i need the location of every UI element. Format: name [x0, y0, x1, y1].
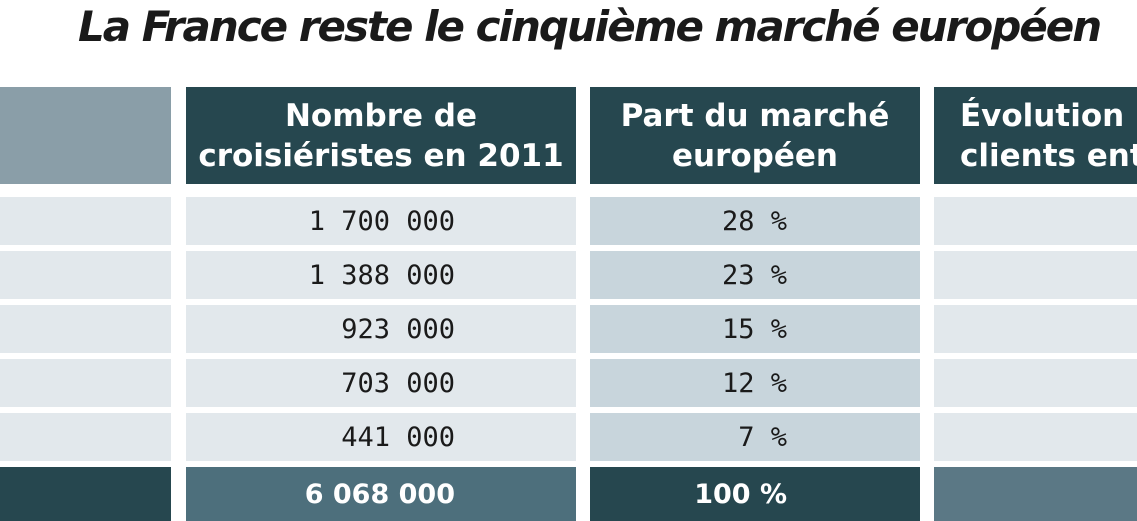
header-cell-2: Part du marché européen — [590, 87, 920, 184]
share-cell: 7 % — [590, 413, 920, 461]
passengers-value: 1 700 000 — [308, 205, 455, 237]
total-passengers-cell: 6 068 000 — [186, 467, 576, 521]
passengers-cell: 1 700 000 — [186, 197, 576, 245]
evolution-cell — [934, 359, 1137, 407]
row-label-cell — [0, 413, 171, 461]
total-passengers-value: 6 068 000 — [304, 478, 455, 510]
row-label-cell — [0, 305, 171, 353]
header-line: Évolution — [960, 97, 1125, 134]
row-label-cell — [0, 251, 171, 299]
passengers-value: 703 000 — [341, 367, 455, 399]
evolution-cell — [934, 197, 1137, 245]
row-label-cell — [0, 359, 171, 407]
passengers-cell: 703 000 — [186, 359, 576, 407]
header-line: clients ent — [960, 137, 1137, 174]
share-cell: 12 % — [590, 359, 920, 407]
passengers-value: 441 000 — [341, 421, 455, 453]
row-label-cell — [0, 197, 171, 245]
total-evolution-cell — [934, 467, 1137, 521]
header-line: Part du marché — [620, 97, 890, 134]
header-cell-3: Évolution clients ent — [934, 87, 1137, 184]
passengers-cell: 441 000 — [186, 413, 576, 461]
passengers-cell: 923 000 — [186, 305, 576, 353]
total-share-cell: 100 % — [590, 467, 920, 521]
header-line: Nombre de — [284, 97, 478, 134]
total-label-cell — [0, 467, 171, 521]
share-cell: 15 % — [590, 305, 920, 353]
evolution-cell — [934, 251, 1137, 299]
header-line: européen — [672, 137, 838, 174]
share-value: 12 % — [721, 367, 787, 399]
passengers-cell: 1 388 000 — [186, 251, 576, 299]
table-title: La France reste le cinquième marché euro… — [78, 2, 1102, 51]
share-cell: 23 % — [590, 251, 920, 299]
share-value: 7 % — [738, 421, 787, 453]
share-value: 15 % — [721, 313, 787, 345]
total-share-value: 100 % — [694, 478, 787, 510]
passengers-value: 923 000 — [341, 313, 455, 345]
share-value: 23 % — [721, 259, 787, 291]
evolution-cell — [934, 413, 1137, 461]
share-cell: 28 % — [590, 197, 920, 245]
header-cell-1: Nombre de croisiéristes en 2011 — [186, 87, 576, 184]
evolution-cell — [934, 305, 1137, 353]
header-cell-0 — [0, 87, 171, 184]
header-line: croisiéristes en 2011 — [198, 137, 564, 174]
passengers-value: 1 388 000 — [308, 259, 455, 291]
share-value: 28 % — [721, 205, 787, 237]
